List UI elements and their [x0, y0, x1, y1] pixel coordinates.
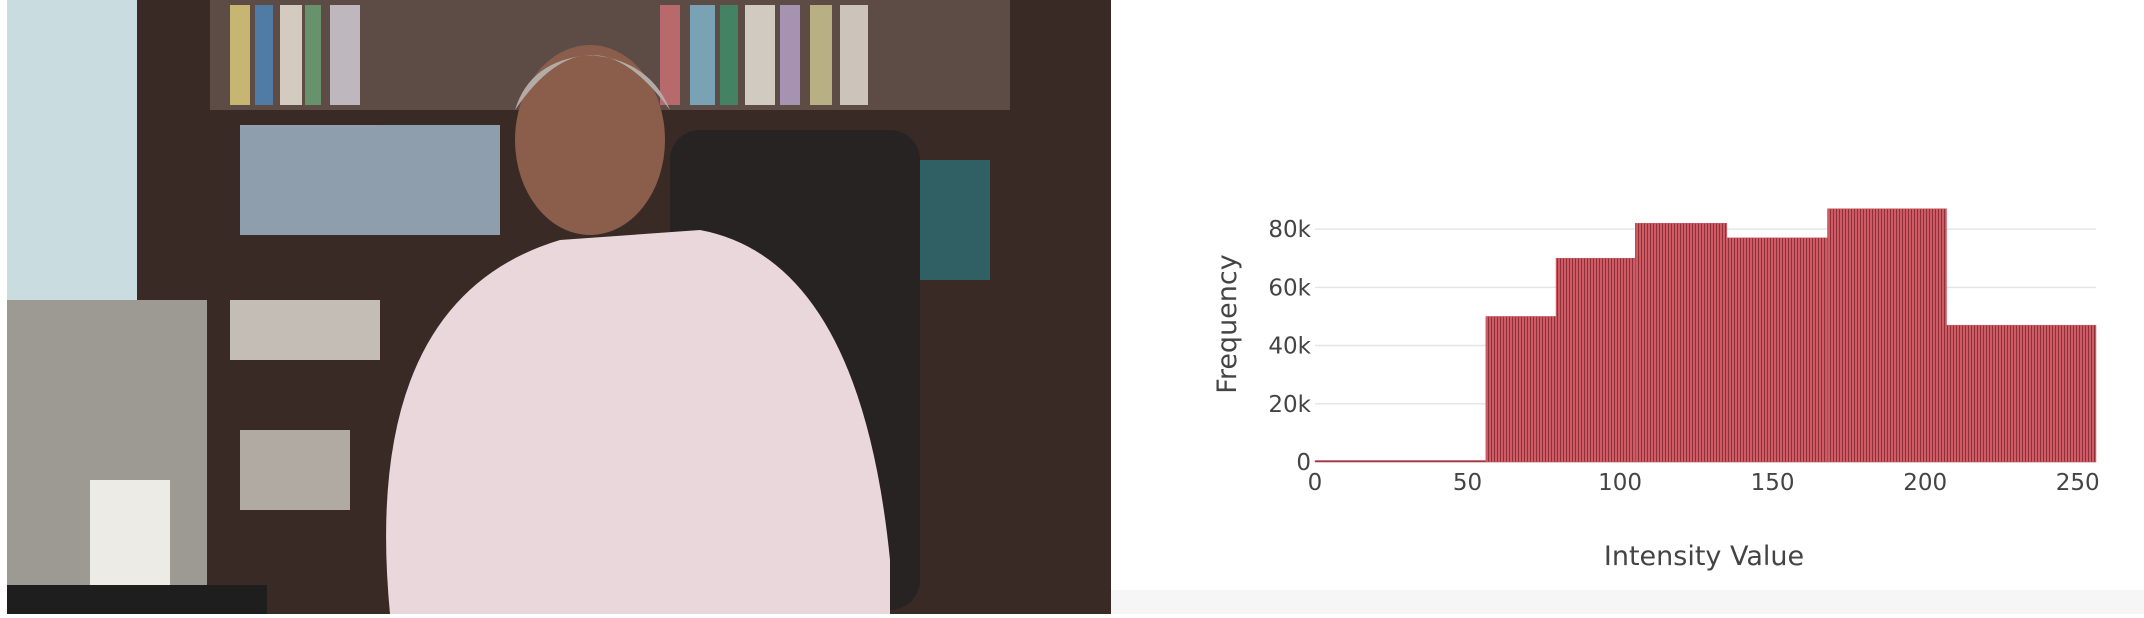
histogram-bar: [1726, 237, 1828, 463]
x-tick-label: 0: [1308, 470, 1323, 496]
x-tick-label: 150: [1751, 470, 1795, 496]
histogram-bar: [1827, 208, 1947, 463]
histogram-bar: [1946, 324, 2097, 463]
y-tick-label: 40k: [1268, 334, 1311, 360]
y-tick-label: 60k: [1268, 275, 1311, 301]
histogram-bar: [1314, 460, 1487, 463]
photo: [7, 0, 1111, 614]
x-tick-label: 250: [2056, 470, 2100, 496]
y-tick-label: 80k: [1268, 217, 1311, 243]
x-tick-label: 50: [1453, 470, 1482, 496]
y-tick-label: 0: [1296, 450, 1311, 476]
x-tick-label: 200: [1903, 470, 1947, 496]
x-axis-title: Intensity Value: [1604, 541, 1804, 572]
y-axis-title: Frequency: [1212, 254, 1243, 394]
histogram-bar: [1485, 316, 1557, 463]
histogram-bar: [1635, 223, 1728, 463]
footer-strip: [1111, 590, 2144, 614]
x-tick-label: 100: [1598, 470, 1642, 496]
histogram-bar: [1555, 257, 1636, 463]
y-tick-label: 20k: [1268, 392, 1311, 418]
